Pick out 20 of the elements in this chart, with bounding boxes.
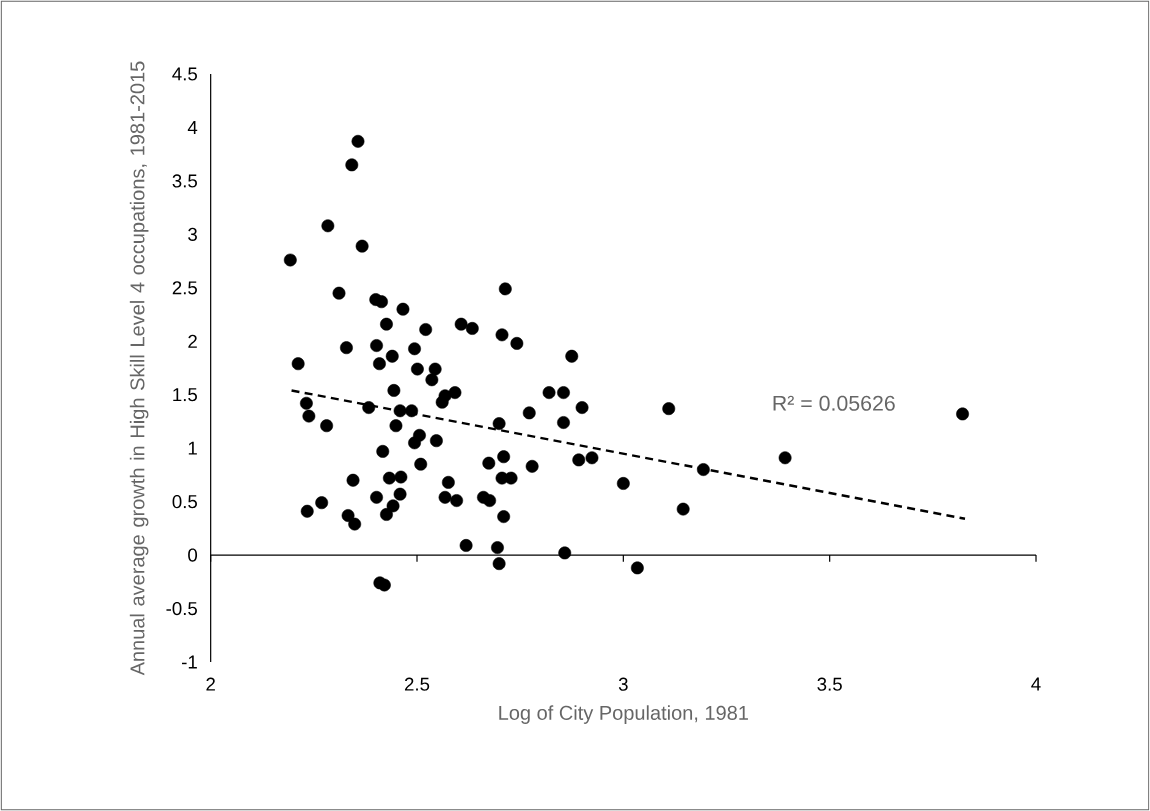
y-tick-label: 1.5 [173,388,197,402]
y-tick-label: -1 [182,655,197,669]
y-tick-label: 0 [188,548,198,562]
x-axis-title: Log of City Population, 1981 [499,705,748,724]
y-axis-title: Annual average growth in High Skill Level 4 occupations, 1981-2015 [129,61,149,676]
y-tick-label: 4 [187,121,198,134]
y-tick-label: 3 [188,227,197,241]
y-tick-label: 0.5 [172,495,197,509]
x-tick-label: 4 [1031,677,1041,691]
x-tick-label: 3 [618,677,628,691]
y-tick-label: 2 [188,334,197,348]
y-tick-label: 3.5 [172,174,197,188]
y-tick-label: 2.5 [172,281,197,295]
x-tick-label: 3.5 [817,677,842,691]
y-tick-label: -0.5 [166,601,197,616]
y-tick-label: 1 [188,441,197,455]
annotation: R² = 0.05626 [773,395,895,411]
x-tick-label: 2.5 [404,677,430,691]
x-tick-label: 2 [206,677,215,691]
y-tick-label: 4.5 [172,67,197,81]
